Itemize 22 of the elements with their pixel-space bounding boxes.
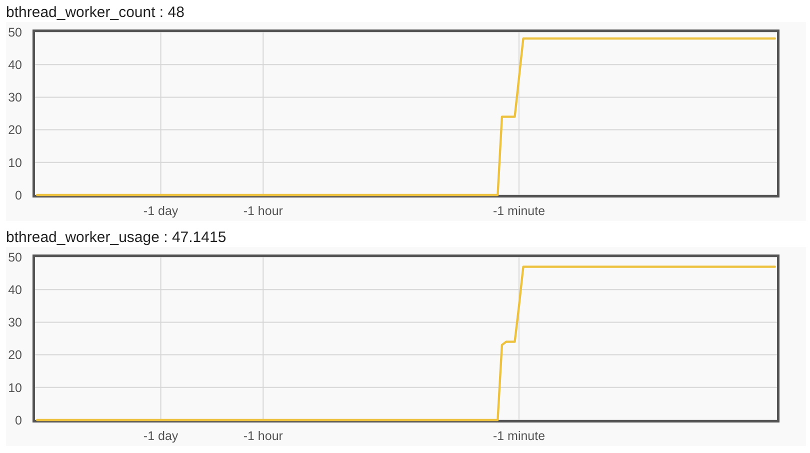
y-tick-label: 0 — [15, 413, 22, 428]
x-tick-label: -1 day — [143, 204, 179, 218]
y-tick-label: 0 — [15, 188, 22, 202]
x-tick-label: -1 hour — [243, 429, 283, 443]
x-tick-label: -1 day — [143, 429, 179, 443]
y-tick-label: 30 — [8, 90, 22, 105]
y-tick-label: 30 — [8, 316, 22, 330]
y-tick-label: 50 — [8, 250, 22, 264]
line-series — [36, 266, 776, 422]
y-tick-label: 10 — [8, 156, 22, 170]
y-tick-label: 20 — [8, 348, 22, 362]
x-tick-label: -1 hour — [243, 204, 283, 218]
y-tick-label: 40 — [8, 58, 22, 72]
chart-title: bthread_worker_count : 48 — [6, 4, 184, 21]
x-tick-label: -1 minute — [492, 204, 546, 218]
y-tick-label: 20 — [8, 123, 22, 138]
chart-title: bthread_worker_usage : 47.1415 — [6, 229, 226, 246]
y-tick-label: 50 — [8, 25, 22, 40]
x-tick-label: -1 minute — [492, 429, 546, 443]
y-tick-label: 10 — [8, 380, 22, 395]
line-series — [36, 37, 776, 196]
y-tick-label: 40 — [8, 282, 22, 297]
